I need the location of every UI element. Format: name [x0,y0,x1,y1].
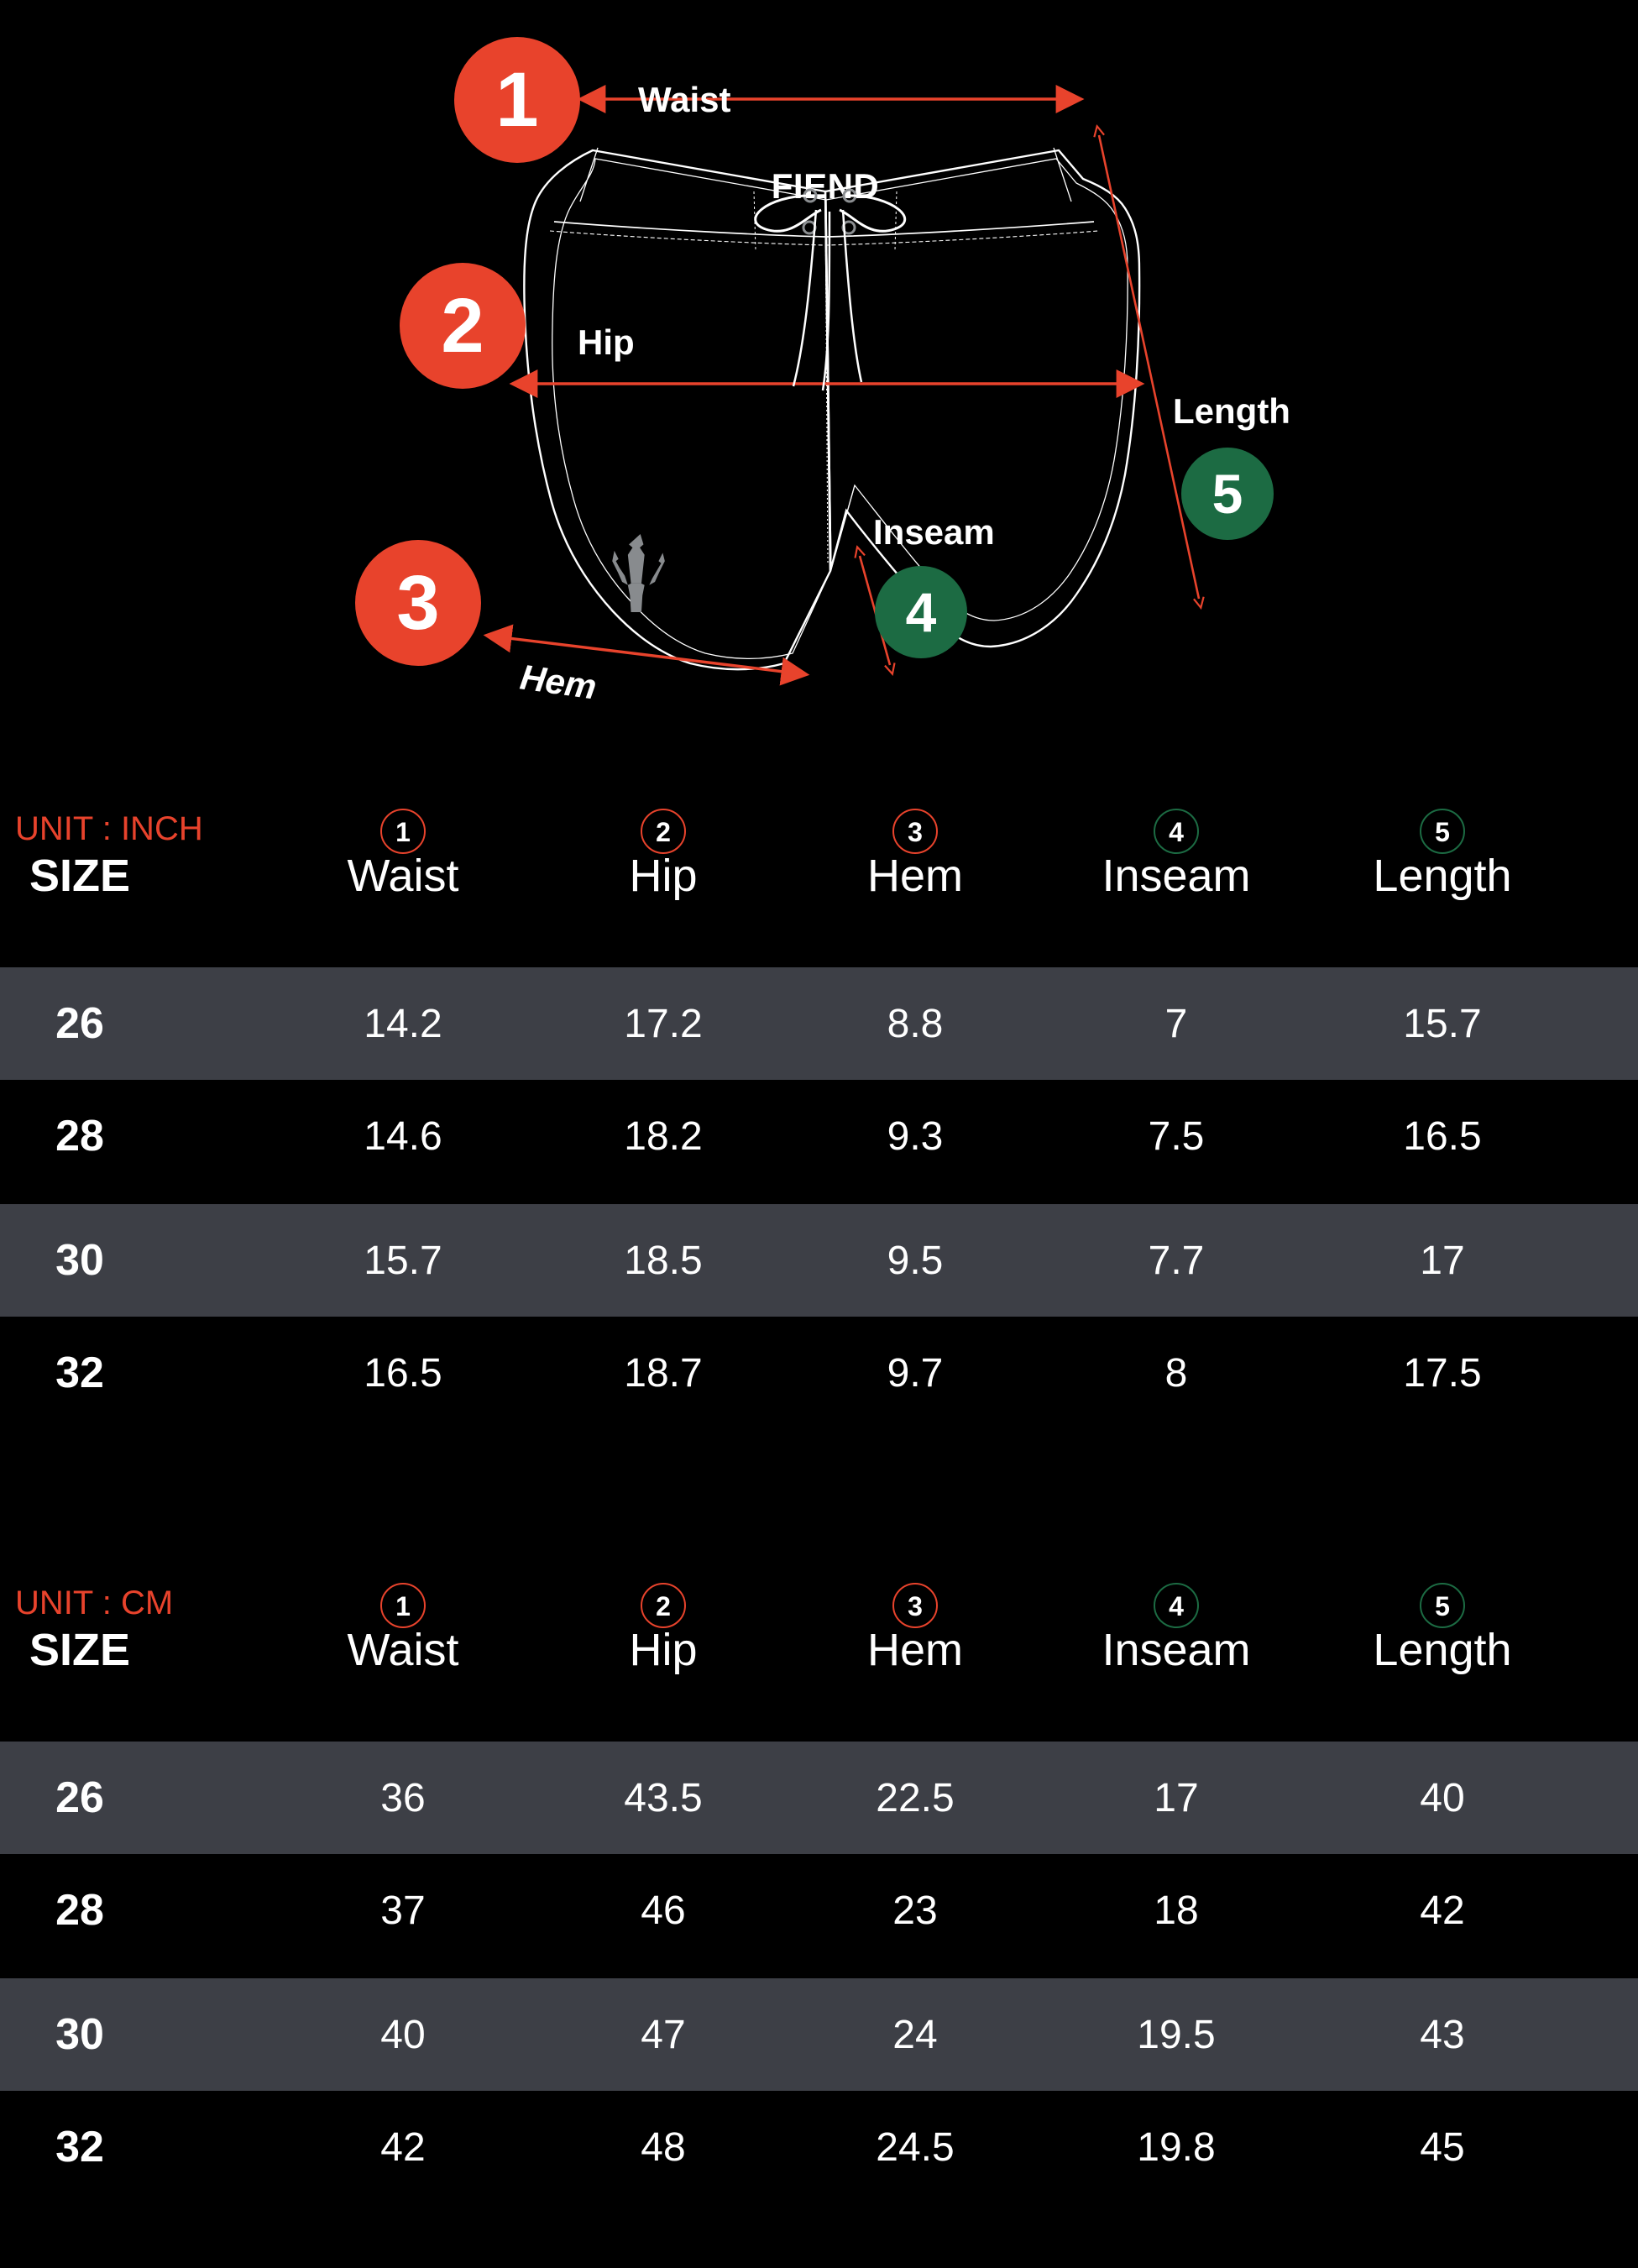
svg-text:1: 1 [395,1591,411,1621]
svg-text:4: 4 [1169,1591,1184,1621]
svg-text:4: 4 [1169,817,1184,847]
svg-text:2: 2 [656,1591,671,1621]
svg-text:5: 5 [1435,817,1450,847]
svg-text:3: 3 [908,1591,923,1621]
svg-text:Hip: Hip [578,322,635,362]
svg-text:Inseam: Inseam [873,512,995,552]
svg-text:3: 3 [908,817,923,847]
svg-text:2: 2 [656,817,671,847]
svg-text:Hem: Hem [518,657,599,706]
svg-text:Waist: Waist [638,80,730,119]
svg-text:1: 1 [395,817,411,847]
svg-text:5: 5 [1435,1591,1450,1621]
svg-text:Length: Length [1173,391,1290,431]
svg-text:FIEND: FIEND [772,166,880,206]
